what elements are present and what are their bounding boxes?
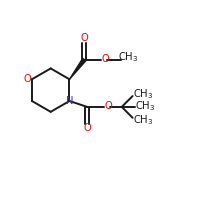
Text: CH$_3$: CH$_3$ — [118, 51, 138, 64]
Text: O: O — [83, 123, 91, 133]
Text: CH$_3$: CH$_3$ — [135, 99, 155, 113]
Text: O: O — [80, 33, 88, 43]
Text: O: O — [104, 101, 112, 111]
Text: O: O — [102, 54, 109, 64]
Text: CH$_3$: CH$_3$ — [133, 87, 153, 101]
Text: CH$_3$: CH$_3$ — [133, 113, 153, 127]
Text: O: O — [24, 74, 31, 84]
Polygon shape — [69, 58, 86, 79]
Text: N: N — [66, 96, 73, 106]
